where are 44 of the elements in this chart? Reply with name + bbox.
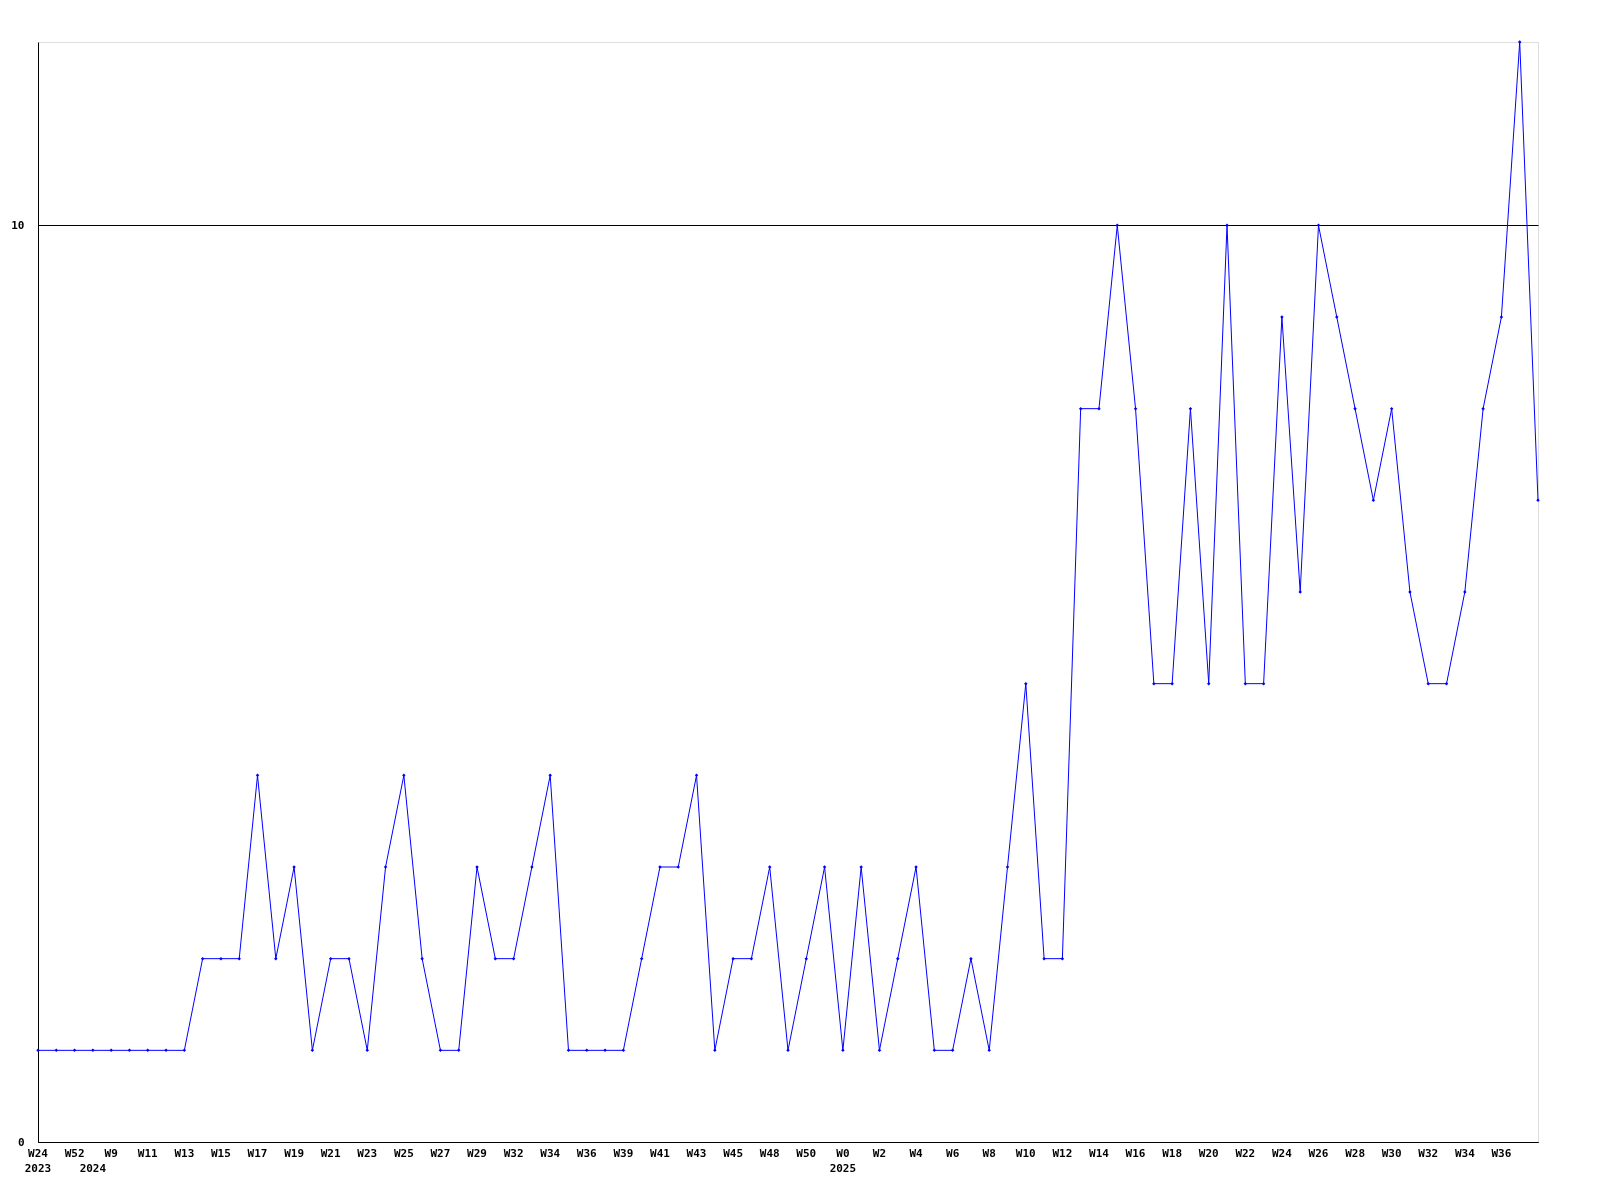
- x-tick-label: W39: [613, 1147, 634, 1160]
- x-tick-label: W45: [723, 1147, 744, 1160]
- x-tick-label: W34: [1454, 1147, 1476, 1160]
- x-tick-label: W13: [174, 1147, 195, 1160]
- x-tick-label: W29: [467, 1147, 487, 1160]
- x-tick-label: W22: [1235, 1147, 1256, 1160]
- x-tick-label: W34: [540, 1147, 561, 1160]
- x-tick-label: W18: [1162, 1147, 1183, 1160]
- x-tick-label: W36: [576, 1147, 598, 1160]
- x-tick-label: W14: [1089, 1147, 1110, 1160]
- x-tick-label: W2: [872, 1147, 887, 1160]
- x-tick-label: W16: [1125, 1147, 1146, 1160]
- x-tick-label: W17: [247, 1147, 268, 1160]
- x-tick-label: W32: [1418, 1147, 1439, 1160]
- x-tick-label: W8: [982, 1147, 996, 1160]
- x-tick-label: W27: [430, 1147, 451, 1160]
- x-tick-label: W6: [946, 1147, 960, 1160]
- category-label: W0 2025: [829, 1147, 857, 1175]
- y-tick-label: 0: [17, 1135, 25, 1149]
- x-tick-label: W52: [64, 1147, 85, 1160]
- x-tick-label: W12: [1052, 1147, 1073, 1160]
- x-tick-label: W23: [357, 1147, 378, 1160]
- x-tick-label: W11: [137, 1147, 159, 1160]
- x-tick-label: W36: [1491, 1147, 1512, 1160]
- x-tick-label: W48: [759, 1147, 780, 1160]
- x-tick-label: W20: [1198, 1147, 1219, 1160]
- x-tick-label: W10: [1015, 1147, 1036, 1160]
- x-tick-label: W28: [1345, 1147, 1366, 1160]
- y-tick-label: 10: [11, 218, 25, 232]
- x-tick-label: W15: [210, 1147, 231, 1160]
- x-tick-label: W43: [686, 1147, 707, 1160]
- x-tick-label: W19: [284, 1147, 305, 1160]
- x-tick-label: W21: [320, 1147, 341, 1160]
- x-tick-label: W50: [796, 1147, 817, 1160]
- x-tick-label: W26: [1308, 1147, 1329, 1160]
- x-tick-label: W32: [503, 1147, 524, 1160]
- x-tick-label: W41: [650, 1147, 671, 1160]
- x-tick-label: W30: [1381, 1147, 1402, 1160]
- x-tick-label: W9: [104, 1147, 118, 1160]
- x-tick-label: 2024: [79, 1162, 107, 1175]
- x-tick-label: W25: [393, 1147, 414, 1160]
- x-tick-label: W4: [909, 1147, 924, 1160]
- x-tick-label: W24: [1271, 1147, 1293, 1160]
- category-label: W24 2023: [24, 1147, 52, 1175]
